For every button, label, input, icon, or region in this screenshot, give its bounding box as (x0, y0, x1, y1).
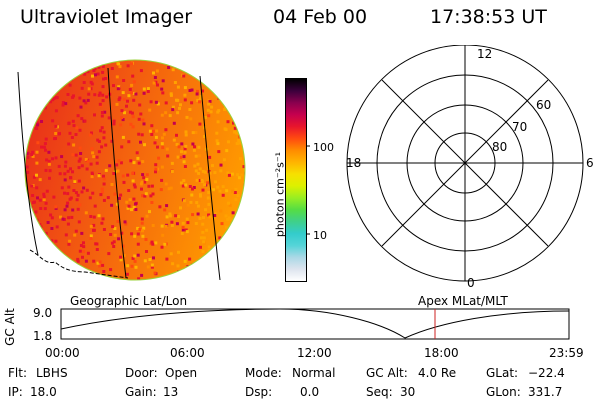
gc-alt-value: 4.0 Re (418, 366, 457, 380)
x-tick-2359: 23:59 (549, 346, 584, 360)
mlat-label-60: 60 (536, 98, 551, 112)
door-label: Door: (125, 366, 158, 380)
door-value: Open (165, 366, 198, 380)
observation-date: 04 Feb 00 (273, 6, 368, 28)
dsp-label: Dsp: (245, 385, 273, 399)
colorbar-tick-10: 10 (313, 229, 327, 242)
y-tick-bottom: 1.8 (33, 329, 53, 343)
ip-value: 18.0 (30, 385, 57, 399)
coastline (29, 249, 129, 279)
x-tick-1800: 18:00 (424, 346, 459, 360)
mode-value: Normal (292, 366, 336, 380)
x-tick-0000: 00:00 (45, 346, 80, 360)
gain-value: 13 (163, 385, 179, 399)
uv-earth-image (17, 59, 246, 281)
flt-label: Flt: (8, 366, 27, 380)
seq-value: 30 (400, 385, 416, 399)
mlat-label-70: 70 (512, 120, 527, 134)
ip-label: IP: (8, 385, 23, 399)
glon-value: 331.7 (528, 385, 563, 399)
mlt-label-6: 6 (586, 156, 594, 170)
x-tick-1200: 12:00 (297, 346, 332, 360)
mlt-label-0: 0 (467, 276, 475, 290)
longitude-line (199, 75, 221, 281)
mlt-label-12: 12 (477, 47, 492, 61)
mlt-label-18: 18 (346, 156, 361, 170)
colorbar-unit-label: photon cm⁻²s⁻¹ (273, 151, 287, 238)
geographic-lat-lon-label: Geographic Lat/Lon (70, 294, 188, 308)
dsp-value: 0.0 (300, 385, 320, 399)
glat-label: GLat: (486, 366, 519, 380)
colorbar (285, 78, 307, 282)
colorbar-ticks (306, 145, 310, 235)
y-tick-top: 9.0 (33, 306, 53, 320)
glat-value: −22.4 (528, 366, 565, 380)
apex-mlat-mlt-label: Apex MLat/MLT (418, 294, 508, 308)
seq-label: Seq: (366, 385, 393, 399)
mlat-label-80: 80 (492, 140, 507, 154)
mode-label: Mode: (245, 366, 282, 380)
colorbar-tick-100: 100 (313, 141, 334, 154)
gc-alt-axis-label: GC Alt (2, 308, 17, 346)
gain-label: Gain: (125, 385, 157, 399)
longitude-line (17, 71, 39, 256)
flt-value: LBHS (36, 366, 68, 380)
mlt-polar-grid: 12 18 6 0 60 70 80 (346, 45, 594, 290)
instrument-title: Ultraviolet Imager (20, 6, 193, 28)
x-tick-0600: 06:00 (170, 346, 205, 360)
observation-time: 17:38:53 UT (430, 6, 547, 28)
gc-alt-curve (60, 308, 570, 339)
glon-label: GLon: (486, 385, 521, 399)
longitude-line (107, 67, 127, 279)
gc-alt-label: GC Alt: (366, 366, 408, 380)
gc-alt-plot (60, 308, 570, 340)
